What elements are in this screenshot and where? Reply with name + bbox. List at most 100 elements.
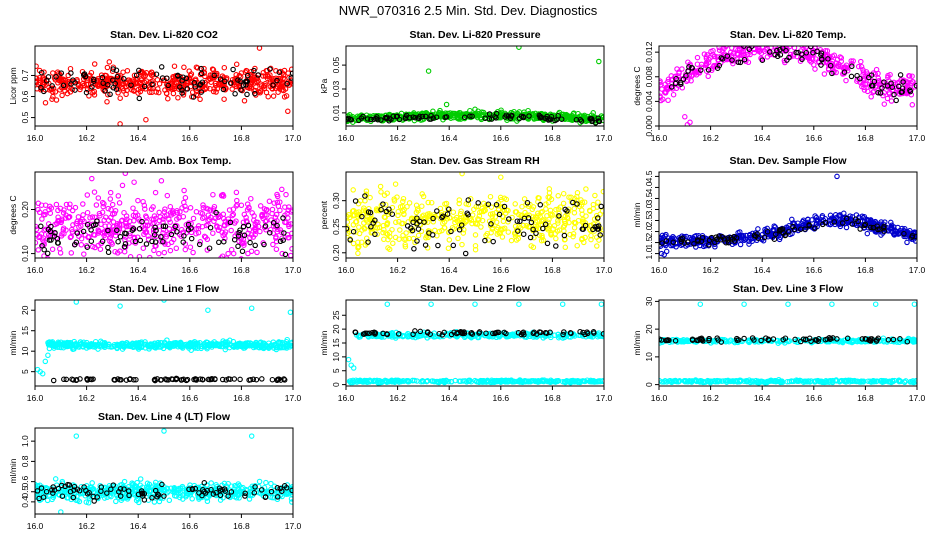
data-point: [384, 220, 391, 226]
data-point: [162, 223, 169, 230]
data-point: [406, 200, 413, 206]
data-point: [76, 224, 82, 230]
data-point: [289, 207, 293, 214]
data-point: [231, 236, 238, 243]
panel-title: Stan. Dev. Line 3 Flow: [733, 283, 844, 295]
data-point: [476, 330, 482, 336]
data-point: [751, 49, 757, 56]
data-point: [680, 76, 687, 83]
data-point: [137, 340, 143, 346]
data-point: [41, 88, 47, 95]
data-point: [229, 212, 236, 219]
data-point: [119, 182, 126, 189]
data-point: [401, 206, 407, 213]
data-point: [857, 75, 863, 82]
data-point: [517, 225, 524, 231]
data-point: [590, 201, 597, 208]
data-point: [600, 331, 604, 337]
data-point: [875, 89, 881, 96]
data-point: [232, 75, 238, 82]
data-point: [212, 80, 219, 87]
data-point: [904, 83, 911, 89]
data-point: [586, 226, 593, 233]
data-point: [388, 378, 395, 385]
data-point: [542, 221, 549, 228]
data-point: [35, 226, 40, 233]
data-point: [435, 242, 441, 249]
panel-title: Stan. Dev. Li-820 Temp.: [730, 29, 846, 41]
data-point: [485, 237, 492, 243]
data-point: [170, 208, 176, 214]
data-point: [99, 209, 106, 216]
data-point: [479, 217, 486, 224]
data-point: [289, 230, 293, 237]
data-point: [858, 58, 864, 65]
data-point: [113, 86, 120, 92]
outlier-point: [256, 46, 263, 51]
data-point: [561, 379, 568, 385]
data-point: [127, 254, 134, 258]
data-point: [451, 110, 458, 117]
data-point: [397, 204, 404, 210]
data-point: [469, 113, 475, 119]
data-point: [746, 241, 752, 247]
data-point: [88, 69, 95, 76]
data-point: [68, 233, 74, 240]
data-point: [659, 94, 663, 101]
data-point: [173, 245, 180, 252]
data-point: [198, 89, 205, 95]
data-point: [279, 250, 285, 257]
data-point: [785, 229, 792, 235]
data-point: [72, 87, 78, 93]
outlier-point: [687, 119, 693, 126]
data-point: [595, 215, 601, 221]
data-point: [128, 82, 134, 88]
data-point: [143, 241, 150, 247]
data-point: [89, 214, 96, 220]
data-point: [393, 219, 399, 226]
data-point: [787, 51, 794, 58]
data-point: [553, 206, 559, 213]
data-point: [694, 54, 701, 61]
data-point: [142, 226, 148, 233]
data-point: [424, 329, 431, 336]
data-point: [397, 227, 403, 233]
data-point: [572, 220, 579, 226]
data-point: [435, 378, 441, 385]
data-point: [48, 341, 54, 347]
data-point: [578, 118, 585, 124]
outlier-point: [73, 300, 80, 305]
outlier-point: [230, 250, 237, 257]
data-point: [897, 72, 904, 78]
data-point: [555, 220, 561, 226]
data-point: [351, 212, 357, 219]
data-point: [131, 218, 137, 224]
data-point: [254, 79, 260, 86]
data-point: [580, 329, 586, 336]
data-point: [142, 229, 149, 236]
y-tick-label: 0.7: [20, 69, 30, 81]
data-point: [120, 88, 127, 94]
data-point: [289, 246, 293, 252]
data-point: [115, 238, 121, 245]
data-point: [265, 93, 271, 100]
data-point: [505, 219, 511, 225]
data-point: [396, 218, 402, 225]
data-point: [562, 206, 568, 213]
data-point: [496, 211, 503, 218]
data-point: [283, 93, 290, 99]
data-point: [277, 238, 284, 245]
y-tick-label: 0.01: [331, 104, 341, 121]
data-point: [461, 330, 468, 337]
data-point: [198, 65, 204, 72]
data-point: [567, 330, 574, 336]
data-point: [665, 76, 672, 83]
y-tick-label: 0.004: [644, 90, 654, 112]
data-point: [38, 69, 45, 76]
data-point: [500, 226, 506, 232]
data-point: [152, 345, 159, 351]
data-point: [452, 377, 459, 384]
data-point: [446, 206, 452, 212]
x-tick-label: 16.4: [130, 265, 147, 275]
data-point: [288, 209, 293, 215]
